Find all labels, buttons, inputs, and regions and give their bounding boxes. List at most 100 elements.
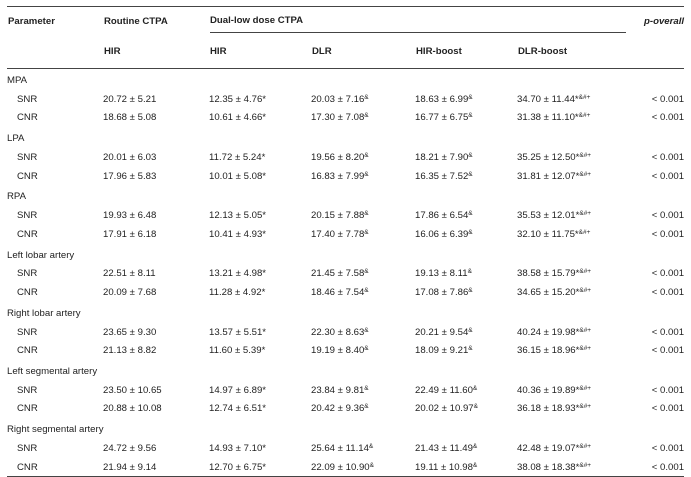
group-row: Right lobar artery xyxy=(7,302,684,323)
cell-hir-boost: 20.02 ± 10.97& xyxy=(415,400,517,419)
group-label: LPA xyxy=(7,133,25,145)
cell-dlr-significance-marker: & xyxy=(364,112,369,120)
row-label-value: SNR xyxy=(17,326,38,338)
cell-dlr-boost: 31.38 ± 11.10*&#+ xyxy=(517,109,627,128)
cell-routine-hir-value: 20.72 ± 5.21 xyxy=(103,93,157,105)
row-label-value: SNR xyxy=(17,210,38,222)
table-row: CNR 20.09 ± 7.68 11.28 ± 4.92* 18.46 ± 7.54… xyxy=(7,283,684,302)
group-label: Right lobar artery xyxy=(7,307,81,319)
row-label-value: SNR xyxy=(17,442,38,454)
group-row: LPA xyxy=(7,127,684,148)
cell-routine-hir-value: 20.09 ± 7.68 xyxy=(103,286,157,298)
header-routine-ctpa: Routine CTPA xyxy=(103,6,209,35)
cell-hir-boost: 19.11 ± 10.98& xyxy=(415,457,517,477)
cell-hir-boost-significance-marker: & xyxy=(468,112,473,120)
group-row: Left lobar artery xyxy=(7,244,684,265)
row-label: CNR xyxy=(7,400,103,419)
row-label: SNR xyxy=(7,323,103,342)
cell-dlr-significance-marker: & xyxy=(364,210,369,218)
cell-hir-value: 12.35 ± 4.76* xyxy=(209,93,267,105)
cell-routine-hir: 20.72 ± 5.21 xyxy=(103,90,209,109)
row-label-value: CNR xyxy=(17,228,38,240)
cell-dlr: 17.30 ± 7.08& xyxy=(311,109,415,128)
cell-routine-hir-value: 23.50 ± 10.65 xyxy=(103,384,162,396)
cell-dlr-significance-marker: & xyxy=(364,286,369,294)
cell-p-overall: < 0.001 xyxy=(627,400,684,419)
header-routine-hir: HIR xyxy=(103,35,209,69)
group-row: RPA xyxy=(7,185,684,206)
cell-p-overall-value: < 0.001 xyxy=(651,228,685,240)
cell-hir-boost-value: 19.11 ± 10.98 xyxy=(415,461,473,473)
table-body: MPA SNR 20.72 ± 5.21 12.35 ± 4.76* 20.03 ± 7… xyxy=(7,69,685,477)
row-label: SNR xyxy=(7,206,103,225)
row-label-value: SNR xyxy=(17,151,38,163)
row-label: SNR xyxy=(7,381,103,400)
cell-dlr-boost: 38.58 ± 15.79*&#+ xyxy=(517,265,627,284)
cell-hir-boost: 16.35 ± 7.52& xyxy=(415,167,517,186)
cell-dlr-boost: 34.70 ± 11.44*&#+ xyxy=(517,90,627,109)
table-row: CNR 18.68 ± 5.08 10.61 ± 4.66* 17.30 ± 7.08… xyxy=(7,109,684,128)
group-label: Left segmental artery xyxy=(7,365,98,377)
cell-routine-hir: 19.93 ± 6.48 xyxy=(103,206,209,225)
header-blank-p xyxy=(627,35,685,69)
cell-dlr-significance-marker: & xyxy=(364,326,369,334)
header-dual-low-dose-ctpa: Dual-low dose CTPA xyxy=(210,15,627,33)
cell-hir-value: 10.61 ± 4.66* xyxy=(209,112,267,124)
table-row: CNR 21.94 ± 9.14 12.70 ± 6.75* 22.09 ± 10.9… xyxy=(7,457,685,477)
cell-dlr-boost: 31.81 ± 12.07*&#+ xyxy=(517,167,627,186)
header-dlr-boost: DLR-boost xyxy=(517,35,628,69)
table-row: SNR 23.65 ± 9.30 13.57 ± 5.51* 22.30 ± 8.63… xyxy=(7,323,684,342)
cell-hir-boost-significance-marker: & xyxy=(472,461,478,469)
cell-dlr-boost: 36.15 ± 18.96*&#+ xyxy=(517,341,627,360)
row-label-value: CNR xyxy=(17,345,38,357)
cell-routine-hir: 20.01 ± 6.03 xyxy=(103,148,209,167)
cell-hir: 12.35 ± 4.76* xyxy=(209,90,311,109)
cell-dlr-significance-marker: & xyxy=(364,93,369,101)
cell-dlr-significance-marker: & xyxy=(364,403,369,411)
cell-routine-hir: 17.96 ± 5.83 xyxy=(103,167,209,186)
table-row: CNR 17.96 ± 5.83 10.01 ± 5.08* 16.83 ± 7.99… xyxy=(7,167,684,186)
cell-hir-value: 12.13 ± 5.05* xyxy=(209,210,267,222)
row-label-value: CNR xyxy=(17,112,38,124)
results-table-container: Parameter Routine CTPA Dual-low dose CTP… xyxy=(7,6,685,477)
results-table: Parameter Routine CTPA Dual-low dose CTP… xyxy=(7,6,685,477)
cell-dlr-value: 17.30 ± 7.08 xyxy=(311,112,365,124)
cell-dlr-boost-value: 31.38 ± 11.10* xyxy=(517,112,579,124)
cell-hir-boost-significance-marker: & xyxy=(467,268,472,276)
group-row: MPA xyxy=(7,69,684,91)
cell-hir-value: 12.70 ± 6.75* xyxy=(209,461,267,473)
cell-hir-value: 10.01 ± 5.08* xyxy=(209,170,267,182)
cell-dlr-boost-significance-marker: &#+ xyxy=(579,170,592,178)
cell-dlr-boost-value: 35.53 ± 12.01* xyxy=(517,210,580,222)
cell-dlr: 20.15 ± 7.88& xyxy=(311,206,415,225)
cell-routine-hir: 23.65 ± 9.30 xyxy=(103,323,209,342)
cell-routine-hir-value: 21.13 ± 8.82 xyxy=(103,345,157,357)
cell-p-overall-value: < 0.001 xyxy=(651,384,685,396)
cell-routine-hir-value: 19.93 ± 6.48 xyxy=(103,210,157,222)
cell-hir-value: 10.41 ± 4.93* xyxy=(209,228,267,240)
cell-p-overall-value: < 0.001 xyxy=(651,93,685,105)
cell-dlr-boost: 34.65 ± 15.20*&#+ xyxy=(517,283,627,302)
cell-hir-boost-value: 16.06 ± 6.39 xyxy=(415,228,469,240)
cell-dlr-value: 22.09 ± 10.90 xyxy=(311,461,370,473)
cell-dlr-boost-value: 31.81 ± 12.07* xyxy=(517,170,580,182)
cell-dlr-boost-significance-marker: &#+ xyxy=(579,403,592,411)
cell-dlr: 21.45 ± 7.58& xyxy=(311,265,415,284)
cell-dlr-boost: 42.48 ± 19.07*&#+ xyxy=(517,439,627,458)
header-blank xyxy=(7,35,103,69)
cell-routine-hir: 21.13 ± 8.82 xyxy=(103,341,209,360)
cell-dlr: 20.42 ± 9.36& xyxy=(311,400,415,419)
cell-p-overall-value: < 0.001 xyxy=(651,345,685,357)
cell-routine-hir-value: 24.72 ± 9.56 xyxy=(103,442,157,454)
cell-dlr-value: 22.30 ± 8.63 xyxy=(311,326,365,338)
cell-dlr-significance-marker: & xyxy=(364,151,369,159)
cell-routine-hir: 17.91 ± 6.18 xyxy=(103,225,209,244)
cell-routine-hir: 18.68 ± 5.08 xyxy=(103,109,209,128)
row-label: CNR xyxy=(7,457,103,477)
cell-p-overall-value: < 0.001 xyxy=(651,151,685,163)
cell-hir: 13.57 ± 5.51* xyxy=(209,323,311,342)
row-label-value: SNR xyxy=(17,384,38,396)
cell-dlr-significance-marker: & xyxy=(364,268,369,276)
cell-routine-hir-value: 22.51 ± 8.11 xyxy=(103,268,156,280)
cell-routine-hir-value: 20.01 ± 6.03 xyxy=(103,151,157,163)
